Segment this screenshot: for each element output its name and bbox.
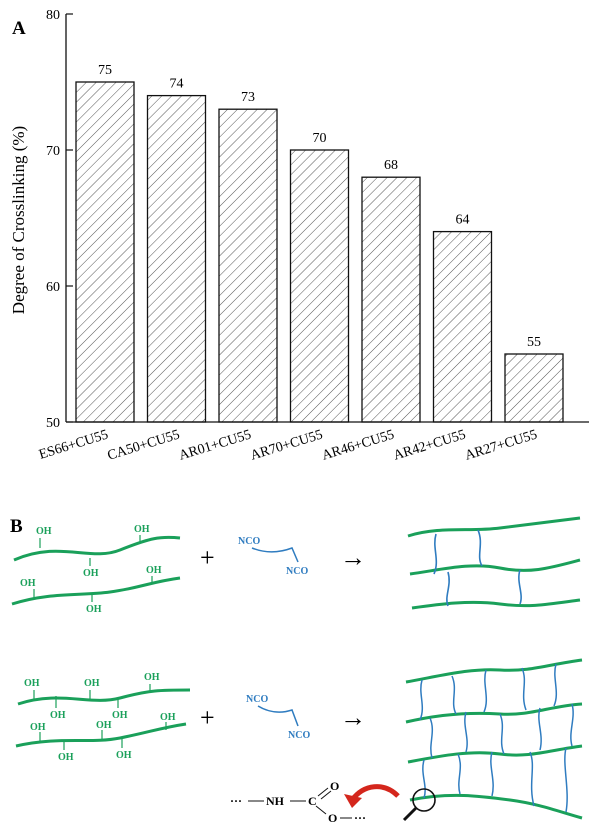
x-category-label: AR42+CU55	[392, 427, 468, 463]
crosslinked-network-low	[407, 516, 581, 610]
bar	[361, 176, 421, 423]
oh-label: OH	[112, 710, 128, 721]
bar-value-label: 73	[241, 90, 255, 105]
nco-label: NCO	[246, 694, 268, 705]
urethane-ester-oxygen: O	[328, 811, 337, 825]
panel-a-label: A	[12, 18, 26, 39]
oh-label: OH	[84, 678, 100, 689]
nco-label: NCO	[286, 566, 308, 577]
plus-sign: +	[200, 543, 215, 572]
magnifier-handle	[402, 806, 418, 822]
nco-label: NCO	[238, 536, 260, 547]
bar	[289, 149, 350, 423]
bar	[75, 81, 135, 423]
oh-label: OH	[134, 524, 150, 535]
x-category-label: AR70+CU55	[249, 427, 325, 463]
bar-value-label: 70	[313, 131, 327, 146]
polyol-chains-low-oh	[11, 535, 181, 606]
bar-value-label: 74	[170, 77, 184, 92]
y-axis-ticks: 50 60 70 80	[46, 8, 73, 431]
y-tick-label: 80	[46, 8, 60, 23]
x-category-label: CA50+CU55	[106, 427, 182, 463]
bar	[218, 108, 278, 423]
bar-value-label: 55	[527, 335, 541, 350]
oh-label: OH	[86, 604, 102, 615]
bar-value-label: 75	[98, 63, 112, 78]
bar-value-label: 64	[456, 213, 470, 228]
urethane-tail: ···	[354, 811, 366, 825]
oh-label: OH	[58, 752, 74, 763]
oh-label: OH	[144, 672, 160, 683]
bar-value-labels: 75 74 73 70 68 64 55	[98, 63, 541, 350]
curved-arrow-head	[344, 794, 362, 808]
polyol-chains-high-oh	[15, 688, 191, 748]
oh-label: OH	[146, 565, 162, 576]
urethane-linkage: ··· NH C O O ···	[230, 779, 366, 825]
y-tick-label: 60	[46, 280, 60, 295]
oh-label: OH	[30, 722, 46, 733]
x-category-label: AR27+CU55	[463, 427, 539, 463]
bar	[504, 353, 564, 423]
x-category-label: AR01+CU55	[177, 427, 253, 463]
reaction-arrow: →	[340, 703, 366, 732]
bar	[146, 94, 207, 423]
panel-b-label: B	[10, 516, 23, 537]
y-tick-label: 70	[46, 144, 60, 159]
curved-arrow-icon	[350, 784, 400, 802]
urethane-carbonyl-oxygen: O	[330, 779, 339, 793]
x-category-label: AR46+CU55	[320, 427, 396, 463]
urethane-lead: ···	[230, 794, 242, 808]
nco-label: NCO	[288, 730, 310, 741]
crosslinked-network-high	[402, 658, 583, 822]
oh-label: OH	[116, 750, 132, 761]
plus-sign: +	[200, 703, 215, 732]
reaction-arrow: →	[340, 543, 366, 572]
oh-label: OH	[83, 568, 99, 579]
oh-label: OH	[96, 720, 112, 731]
x-axis-category-labels: ES66+CU55CA50+CU55AR01+CU55AR70+CU55AR46…	[37, 427, 539, 463]
urethane-nh: NH	[266, 794, 285, 808]
hydroxyl-groups-row2	[33, 684, 167, 750]
oh-label: OH	[160, 712, 176, 723]
hydroxyl-groups-row1	[33, 535, 153, 602]
crosslinking-bar-chart: A Degree of Crosslinking (%) 50 60 70 80 75…	[9, 8, 589, 464]
isocyanate-molecule	[257, 705, 299, 727]
urethane-carbon: C	[308, 794, 317, 808]
bar	[432, 230, 493, 423]
magnifier-icon	[412, 788, 436, 812]
oh-label: OH	[50, 710, 66, 721]
y-tick-label: 50	[46, 416, 60, 431]
isocyanate-molecule	[251, 547, 299, 563]
oh-label: OH	[20, 578, 36, 589]
y-axis-label: Degree of Crosslinking (%)	[9, 126, 28, 314]
x-category-label: ES66+CU55	[37, 427, 110, 462]
oh-label: OH	[36, 526, 52, 537]
crosslinking-scheme: B OH OH OH OH OH OH + NCO NCO →	[10, 516, 583, 825]
bar-value-label: 68	[384, 158, 398, 173]
oh-label: OH	[24, 678, 40, 689]
